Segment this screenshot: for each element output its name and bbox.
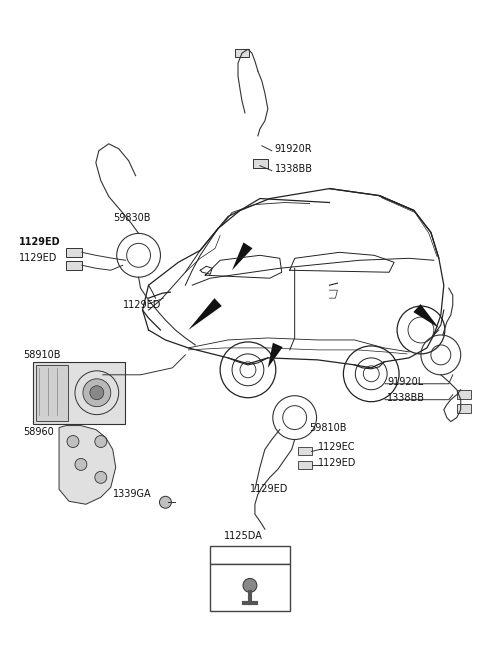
Polygon shape — [413, 304, 439, 328]
Text: 1125DA: 1125DA — [224, 531, 263, 541]
Text: 58910B: 58910B — [23, 350, 61, 360]
Bar — [66, 249, 82, 257]
Bar — [36, 365, 68, 420]
Bar — [298, 447, 312, 455]
Polygon shape — [59, 426, 116, 504]
Bar — [235, 49, 249, 57]
Text: 1129ED: 1129ED — [318, 459, 356, 468]
Circle shape — [83, 379, 111, 407]
Text: 1129ED: 1129ED — [19, 237, 61, 247]
Bar — [210, 564, 290, 611]
Text: 1129ED: 1129ED — [123, 300, 161, 310]
Text: 91920L: 91920L — [387, 377, 423, 387]
Text: 91920R: 91920R — [275, 144, 312, 154]
Text: 1339GA: 1339GA — [113, 489, 151, 499]
Text: 59830B: 59830B — [113, 213, 150, 224]
Circle shape — [95, 472, 107, 483]
Text: 1338BB: 1338BB — [275, 164, 313, 174]
Text: 1338BB: 1338BB — [387, 393, 425, 403]
Text: 59810B: 59810B — [310, 422, 347, 432]
Circle shape — [243, 579, 257, 592]
Bar — [210, 546, 290, 564]
Text: 1129EC: 1129EC — [318, 443, 355, 453]
Bar — [457, 403, 471, 413]
Circle shape — [67, 436, 79, 447]
Circle shape — [95, 436, 107, 447]
Polygon shape — [188, 298, 222, 330]
Circle shape — [75, 459, 87, 470]
Bar — [66, 261, 82, 270]
Text: 1129ED: 1129ED — [19, 253, 58, 263]
Text: 58960: 58960 — [23, 426, 54, 436]
Circle shape — [90, 386, 104, 400]
Polygon shape — [268, 343, 283, 368]
Polygon shape — [232, 243, 252, 270]
Bar — [33, 362, 125, 424]
Bar — [457, 390, 471, 399]
Bar — [298, 461, 312, 470]
Bar — [253, 159, 268, 168]
Text: 1129ED: 1129ED — [250, 484, 288, 495]
Circle shape — [159, 497, 171, 508]
